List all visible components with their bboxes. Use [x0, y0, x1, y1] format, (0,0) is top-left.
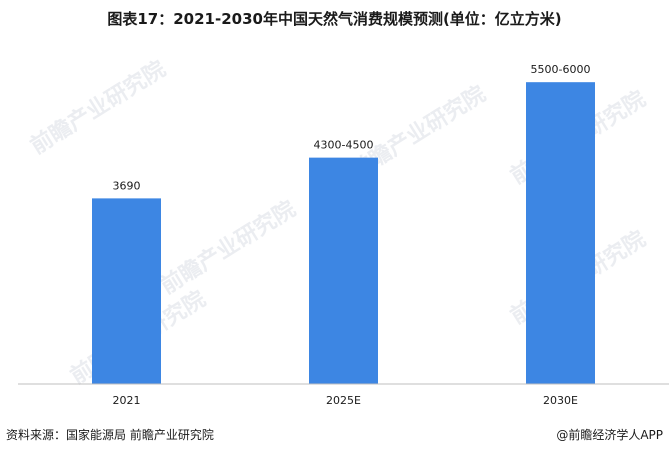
x-tick-label-2030E: 2030E [543, 394, 578, 407]
brand-credit: @前瞻经济学人APP [556, 428, 663, 442]
bar-2030E [526, 82, 595, 384]
bars-group [92, 82, 595, 384]
data-label-2030E: 5500-6000 [531, 63, 591, 76]
x-tick-label-2021: 2021 [113, 394, 141, 407]
chart-title: 图表17：2021-2030年中国天然气消费规模预测(单位：亿立方米) [107, 10, 562, 28]
source-note: 资料来源：国家能源局 前瞻产业研究院 [6, 428, 214, 442]
labels-group: 3690 2021 4300-4500 2025E 5500-6000 2030E [113, 63, 591, 407]
data-label-2025E: 4300-4500 [314, 139, 374, 152]
x-tick-label-2025E: 2025E [326, 394, 361, 407]
bar-2021 [92, 198, 161, 384]
data-label-2021: 3690 [113, 179, 141, 192]
bar-2025E [309, 157, 378, 384]
